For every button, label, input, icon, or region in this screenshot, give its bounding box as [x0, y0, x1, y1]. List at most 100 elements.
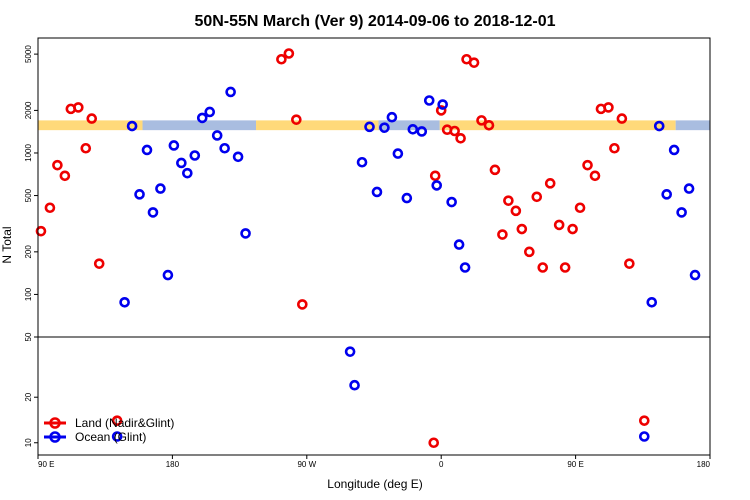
land-point: [589, 170, 601, 182]
y-tick-label: 100: [24, 287, 33, 301]
land-point: [531, 191, 543, 203]
ocean-point: [653, 120, 665, 132]
x-tick-label: 90 E: [38, 460, 54, 469]
land-point: [44, 202, 56, 214]
axis-ticks: 90 E 180 90 W 0 90 E 180 100 200 500 1000 2000 5000…: [24, 45, 711, 469]
ocean-point: [189, 150, 201, 161]
land-point: [73, 102, 84, 113]
ocean-point: [147, 207, 159, 218]
band-segment-land: [439, 120, 676, 131]
land-point: [567, 223, 578, 235]
land-point: [80, 142, 92, 154]
ocean-point: [211, 130, 223, 141]
ocean-point: [356, 156, 368, 168]
land-point: [35, 225, 47, 237]
y-tick-label: 50: [24, 332, 33, 341]
ocean-point: [141, 144, 153, 156]
land-point: [468, 57, 480, 68]
land-point: [638, 415, 650, 426]
y-tick-label: 5000: [24, 45, 33, 63]
land-point: [291, 114, 302, 125]
land-point: [429, 170, 441, 182]
land-point: [553, 219, 565, 231]
y-tick-label: 200: [24, 245, 33, 259]
ocean-point: [431, 180, 443, 191]
band-segment-ocean: [675, 120, 710, 131]
ocean-point: [371, 186, 383, 198]
x-axis-label: Longitude (deg E): [327, 477, 422, 491]
x-tick-label: 180: [697, 460, 711, 469]
land-point: [559, 262, 571, 273]
land-point: [86, 113, 98, 124]
ocean-point: [162, 269, 174, 281]
ocean-point: [111, 431, 123, 442]
ocean-point: [683, 183, 695, 194]
x-tick-label: 0: [439, 460, 444, 469]
land-point: [510, 205, 522, 217]
ocean-point: [232, 151, 244, 163]
land-point: [524, 246, 535, 258]
land-point: [603, 102, 614, 113]
ocean-point: [134, 189, 145, 200]
ocean-point: [668, 144, 680, 156]
y-tick-label: 20: [24, 392, 33, 401]
ocean-point: [646, 296, 658, 308]
ocean-point: [225, 86, 236, 98]
land-point: [574, 202, 586, 214]
ocean-point: [446, 196, 457, 208]
ocean-point: [379, 122, 390, 133]
y-tick-label: 2000: [24, 101, 33, 119]
land-point: [428, 437, 440, 449]
land-point: [544, 178, 556, 189]
x-tick-label: 90 E: [567, 460, 583, 469]
ocean-point: [168, 140, 180, 151]
legend: Land (Nadir&Glint) Ocean (Glint): [44, 416, 174, 444]
x-tick-label: 90 W: [297, 460, 316, 469]
land-point: [503, 195, 514, 206]
land-point: [52, 159, 63, 171]
ocean-point: [689, 269, 701, 281]
y-tick-label: 500: [24, 188, 33, 202]
legend-land-marker: [49, 417, 61, 429]
land-point: [449, 125, 460, 137]
x-tick-label: 180: [166, 460, 180, 469]
ocean-point: [119, 296, 130, 308]
ocean-point: [437, 99, 448, 110]
ocean-point: [423, 95, 435, 106]
ocean-point: [155, 183, 166, 194]
data-points: [35, 48, 701, 449]
ocean-point: [401, 192, 413, 204]
land-point: [489, 164, 501, 176]
ocean-point: [240, 228, 251, 239]
legend-ocean-label: Ocean (Glint): [75, 430, 146, 444]
land-point: [93, 258, 105, 269]
land-point: [609, 142, 620, 154]
ocean-point: [407, 124, 419, 135]
ocean-point: [638, 431, 650, 442]
land-point: [537, 262, 549, 273]
ocean-point: [364, 121, 375, 133]
land-point: [297, 299, 308, 310]
band-segment-land: [256, 120, 379, 131]
land-point: [483, 119, 495, 131]
legend-land-label: Land (Nadir&Glint): [75, 416, 174, 430]
ocean-point: [176, 157, 187, 169]
legend-ocean-marker: [49, 431, 61, 443]
land-point: [111, 415, 123, 426]
land-point: [276, 53, 287, 65]
land-point: [59, 170, 71, 182]
ocean-point: [392, 148, 404, 159]
land-point: [624, 258, 635, 269]
land-point: [516, 223, 528, 235]
land-point: [497, 229, 508, 240]
land-point: [582, 159, 593, 171]
ocean-point: [126, 120, 138, 132]
y-tick-label: 10: [24, 438, 33, 447]
chart-title: 50N-55N March (Ver 9) 2014-09-06 to 2018…: [194, 13, 555, 30]
band-segment-ocean: [142, 120, 257, 131]
y-axis-label: N Total: [0, 226, 14, 263]
ocean-point: [661, 189, 672, 200]
land-point: [435, 105, 447, 116]
ocean-point: [344, 346, 356, 357]
